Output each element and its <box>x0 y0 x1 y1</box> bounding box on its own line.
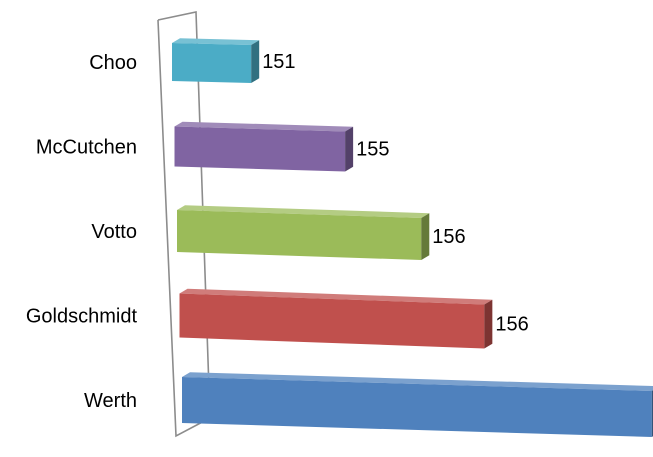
bar-top-face <box>172 38 260 45</box>
bar-choo <box>172 38 260 83</box>
bar-top-face <box>179 288 493 305</box>
bar-mccutchen <box>174 121 354 172</box>
value-label: 151 <box>262 51 295 73</box>
category-label: Goldschmidt <box>26 306 138 328</box>
value-label: 156 <box>432 226 465 248</box>
labels: Choo 151 McCutchen 155 Votto 156 Goldschmidt 15… <box>26 51 529 412</box>
bar-end-face <box>421 213 430 260</box>
bar-votto <box>177 205 430 260</box>
category-label: Votto <box>91 221 137 243</box>
value-label: 155 <box>356 139 389 161</box>
bar-top-face <box>177 205 430 218</box>
bar-front-face <box>179 293 485 349</box>
bar-end-face <box>251 40 260 83</box>
bar-end-face <box>484 299 493 349</box>
bar-end-face <box>345 126 354 172</box>
bar-front-face <box>177 210 422 260</box>
bar-front-face <box>174 126 346 172</box>
bar-top-face <box>182 372 653 391</box>
bar-goldschmidt <box>179 288 493 349</box>
value-label: 156 <box>495 314 528 336</box>
category-label: Werth <box>84 390 137 412</box>
bar-werth <box>182 372 653 437</box>
bar-front-face <box>182 377 652 437</box>
bars <box>172 38 653 437</box>
category-label: Choo <box>89 52 137 74</box>
category-label: McCutchen <box>36 137 137 159</box>
bar-front-face <box>172 43 252 83</box>
bar-top-face <box>174 121 354 132</box>
